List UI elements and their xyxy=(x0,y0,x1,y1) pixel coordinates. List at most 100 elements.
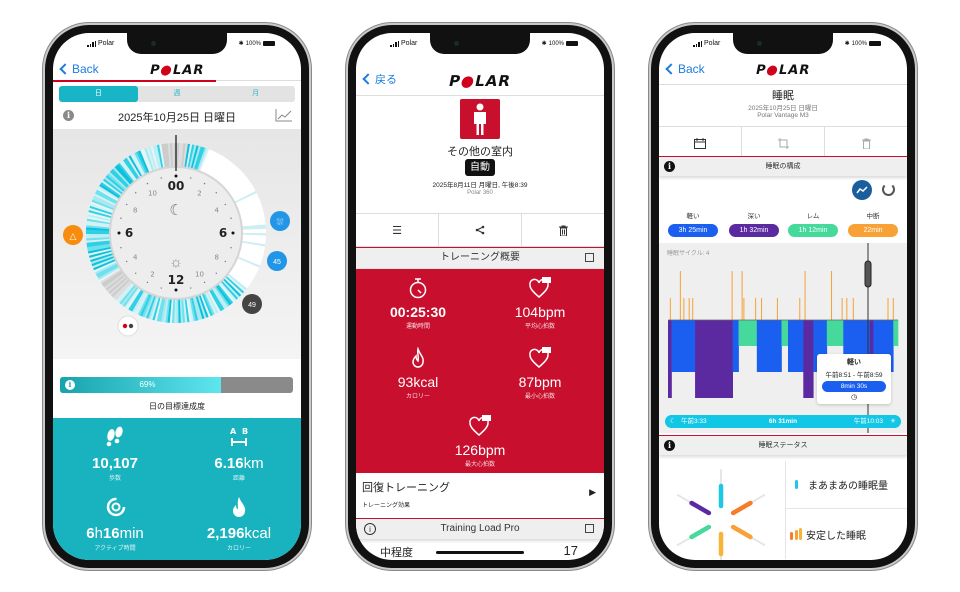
dial-tick xyxy=(190,177,192,179)
hypnogram-segment-rem xyxy=(893,320,899,346)
activity-ring-segment xyxy=(207,153,222,177)
status-item-amount[interactable]: まあまあの睡眠量 xyxy=(785,461,907,509)
activity-ring-segment xyxy=(216,162,234,183)
activity-ring-segment xyxy=(230,183,253,199)
hypnogram-segment-rem xyxy=(826,320,844,346)
training-benefit-row[interactable]: 回復トレーニング トレーニング効果 ▶ xyxy=(356,473,604,521)
active-time-stat: 6h16min アクティブ時間 xyxy=(53,496,177,552)
activity-screen: Polar ✱ 100% Back P●LAR 日 週 月 i 2025年10月2… xyxy=(53,33,301,560)
activity-ring-segment xyxy=(176,142,180,168)
delete-button[interactable] xyxy=(522,214,604,246)
activity-ring-segment xyxy=(189,144,197,169)
activity-ring-segment xyxy=(241,237,266,243)
dial-minor-label: 2 xyxy=(150,271,154,279)
dial-tick xyxy=(134,191,137,194)
tab-month[interactable]: 月 xyxy=(252,90,260,97)
calories-metric: 93kcal カロリー xyxy=(358,346,478,400)
ring-view-button[interactable] xyxy=(882,183,895,196)
polar-logo: P●LAR xyxy=(447,72,513,90)
info-icon[interactable]: i xyxy=(364,523,376,535)
activity-ring-segment xyxy=(190,145,200,170)
dial-tick xyxy=(146,182,149,185)
divider xyxy=(356,95,604,96)
period-tabs: 日 週 月 xyxy=(59,86,295,102)
info-icon[interactable]: i xyxy=(65,379,75,390)
dial-minor-label: 8 xyxy=(214,254,218,262)
status-item-continuity[interactable]: 安定した睡眠 xyxy=(785,509,907,559)
activity-ring-segment xyxy=(108,171,128,190)
info-icon[interactable]: i xyxy=(664,161,675,172)
nav-bar: Back P●LAR xyxy=(53,60,301,82)
activity-ring-segment xyxy=(223,171,244,190)
activity-ring-segment xyxy=(139,293,152,317)
activity-ring-segment xyxy=(165,143,171,168)
export-icon[interactable] xyxy=(585,524,594,533)
info-icon[interactable]: i xyxy=(63,110,74,121)
activity-ring-segment xyxy=(105,174,126,193)
hypnogram-segment-light xyxy=(788,320,804,372)
delete-button[interactable] xyxy=(825,127,907,160)
signal-icon xyxy=(693,40,702,47)
dial-tick xyxy=(224,203,227,206)
crop-button[interactable] xyxy=(742,127,825,160)
activity-ring-segment xyxy=(96,264,120,279)
activity-ring-segment xyxy=(124,157,141,179)
share-button[interactable] xyxy=(439,214,522,246)
back-button[interactable]: 戻る xyxy=(362,71,397,87)
back-button[interactable]: Back xyxy=(665,62,705,76)
sleep-status-header: i 睡眠ステータス xyxy=(659,435,907,455)
calendar-button[interactable] xyxy=(659,127,742,160)
activity-ring-segment xyxy=(92,256,116,269)
activity-ring-segment xyxy=(177,143,182,168)
activity-ring-segment xyxy=(200,293,213,317)
tab-day[interactable]: 日 xyxy=(59,86,138,102)
sleep-status-wheel xyxy=(676,469,766,560)
activity-ring-segment xyxy=(87,213,112,222)
activity-ring-segment xyxy=(117,162,136,183)
dial-tick xyxy=(120,217,122,219)
activity-ring-segment xyxy=(86,222,111,228)
status-title: 睡眠ステータス xyxy=(758,442,808,449)
hypnogram-view-button[interactable] xyxy=(852,180,872,200)
avg-hr-value: 104 xyxy=(514,304,539,320)
svg-text:A: A xyxy=(230,427,237,436)
trash-icon xyxy=(861,138,871,149)
activity-ring-segment xyxy=(162,298,169,323)
list-button[interactable]: ☰ xyxy=(356,214,439,246)
kcal-unit: kcal xyxy=(413,374,439,390)
duration-label: 運動時間 xyxy=(405,324,430,330)
activity-ring-segment xyxy=(238,251,263,262)
bluetooth-icon: ✱ xyxy=(541,41,547,47)
activity-ring-segment xyxy=(124,286,140,309)
status-label: 安定した睡眠 xyxy=(806,530,866,542)
activity-ring-segment xyxy=(86,241,111,248)
flame-icon xyxy=(233,497,246,517)
training-screen: Polar ✱ 100% 戻る P●LAR その他の室内 自動 2025年8月11… xyxy=(356,33,604,560)
stage-label: 軽い xyxy=(686,213,700,220)
activity-ring-segment xyxy=(161,143,168,168)
back-button[interactable]: Back xyxy=(59,62,99,76)
signal-icon xyxy=(390,40,399,47)
activity-ring-segment xyxy=(156,297,164,322)
activity-ring-segment xyxy=(241,234,266,239)
export-icon[interactable] xyxy=(585,253,594,262)
activity-ring-segment xyxy=(183,298,190,323)
list-icon: ☰ xyxy=(392,224,402,237)
activity-ring-segment xyxy=(216,283,234,305)
activity-ring-segment xyxy=(171,298,175,323)
tab-week[interactable]: 週 xyxy=(173,90,181,97)
info-icon[interactable]: i xyxy=(664,440,675,451)
activity-ring-segment xyxy=(205,290,219,314)
activity-ring-segment xyxy=(86,236,111,241)
activity-ring-segment xyxy=(88,209,113,219)
crop-icon xyxy=(777,138,789,149)
activity-ring-segment xyxy=(208,289,223,312)
activity-ring-segment xyxy=(181,143,187,168)
activity-ring-segment xyxy=(185,144,193,169)
activity-ring-segment xyxy=(179,143,184,168)
calendar-icon xyxy=(694,138,706,149)
activity-ring-segment xyxy=(193,296,203,320)
activity-ring-segment xyxy=(219,165,238,185)
trend-chart-icon[interactable] xyxy=(275,108,293,122)
